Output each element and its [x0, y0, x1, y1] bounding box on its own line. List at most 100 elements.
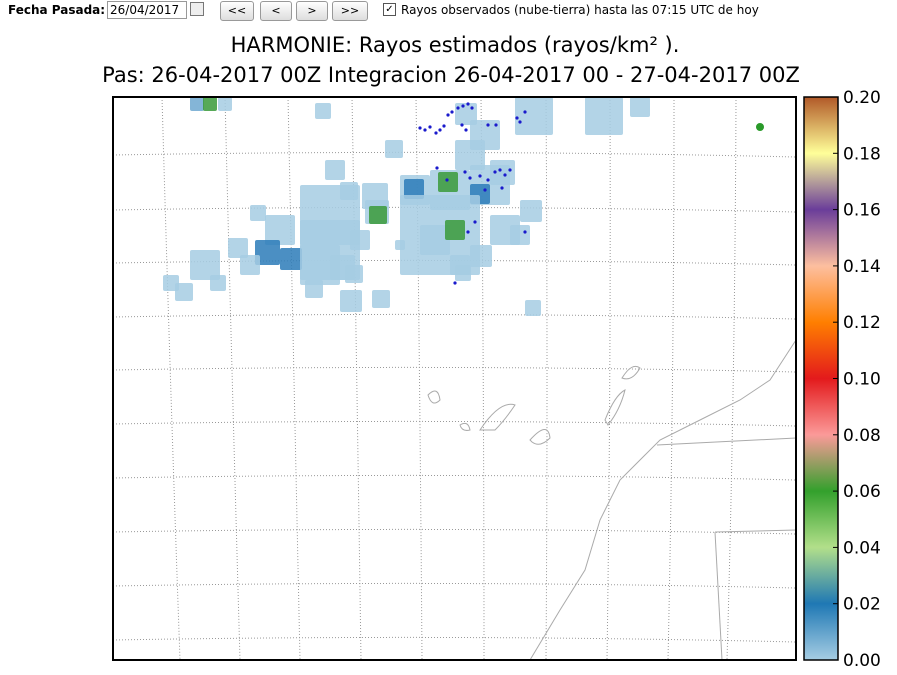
- map-grid-line: [224, 96, 241, 661]
- colorbar-tick-label: 0.16: [843, 201, 881, 221]
- map-grid-line: [545, 96, 548, 661]
- nav-button[interactable]: <: [260, 1, 292, 21]
- map-grid: [112, 96, 797, 661]
- map-grid-line: [112, 636, 797, 643]
- observed-strike: [508, 168, 512, 172]
- observed-strike: [500, 186, 504, 190]
- ray-cell: [340, 290, 362, 312]
- observed-strike: [473, 220, 477, 224]
- observed-strikes: [418, 102, 527, 285]
- date-input[interactable]: 26/04/2017: [107, 1, 187, 19]
- date-label: Fecha Pasada:: [8, 3, 106, 17]
- ray-cells: [163, 97, 650, 316]
- observed-strike: [461, 104, 465, 108]
- observed-strike: [486, 178, 490, 182]
- ray-cell: [203, 97, 217, 111]
- map-grid-line: [112, 151, 797, 158]
- map-grid-line: [606, 96, 611, 661]
- ray-cell: [228, 238, 248, 258]
- ray-cell: [420, 225, 450, 255]
- observed-strike: [756, 123, 764, 131]
- colorbar-tick-label: 0.02: [843, 595, 881, 615]
- observed-strike: [453, 281, 457, 285]
- map-grid-line: [287, 96, 301, 661]
- coastlines: [427, 339, 797, 661]
- observed-strike: [423, 128, 427, 132]
- map-grid-line: [667, 96, 675, 661]
- ray-cell: [372, 290, 390, 308]
- colorbar-tick-label: 0.08: [843, 426, 881, 446]
- observed-strike: [523, 230, 527, 234]
- observed-strike: [523, 110, 527, 114]
- observed-strike: [494, 123, 498, 127]
- ray-cell: [525, 300, 541, 316]
- ray-cell: [255, 240, 280, 265]
- ray-cell: [490, 160, 515, 185]
- ray-cell: [630, 97, 650, 117]
- map-grid-line: [351, 96, 362, 661]
- observed-strike: [466, 230, 470, 234]
- colorbar-ticks: 0.00 0.02 0.04 0.06 0.08 0.10 0.12 0.14 0.16 0.18…: [833, 88, 881, 671]
- colorbar: [803, 96, 839, 661]
- checkbox[interactable]: ✓: [383, 3, 396, 16]
- ray-cell: [305, 280, 323, 298]
- ray-cell: [175, 283, 193, 301]
- colorbar-tick-label: 0.12: [843, 313, 881, 333]
- observed-strike: [456, 106, 460, 110]
- ray-cell: [280, 248, 302, 270]
- map-figure: HARMONIE: Rayos estimados (rayos/km² ). …: [102, 33, 881, 671]
- ray-cell: [250, 205, 266, 221]
- observed-strike: [483, 188, 487, 192]
- ray-cell: [395, 240, 405, 250]
- observed-strike: [463, 170, 467, 174]
- observed-strike: [518, 120, 522, 124]
- observed-strike: [493, 170, 497, 174]
- ray-cell: [455, 140, 485, 170]
- nav-button[interactable]: <<: [220, 1, 254, 21]
- map-subtitle: Pas: 26-04-2017 00Z Integracion 26-04-20…: [102, 63, 800, 87]
- ray-cell: [340, 182, 358, 200]
- colorbar-tick-label: 0.14: [843, 257, 881, 277]
- observed-strike: [466, 102, 470, 106]
- toolbar: Fecha Pasada: 26/04/2017 << < > >> ✓ Ray…: [0, 0, 897, 22]
- colorbar-tick-label: 0.06: [843, 482, 881, 502]
- colorbar-tick-label: 0.04: [843, 538, 881, 558]
- ray-cell: [470, 245, 492, 267]
- map-grid-line: [112, 582, 797, 589]
- observed-strike: [470, 106, 474, 110]
- ray-cell: [315, 103, 331, 119]
- observed-strike: [435, 166, 439, 170]
- ray-cell: [218, 97, 232, 111]
- map-grid-line: [112, 474, 797, 481]
- ray-cell: [585, 97, 623, 135]
- ray-cell: [445, 220, 465, 240]
- observed-strike: [468, 176, 472, 180]
- observed-strike: [442, 124, 446, 128]
- ray-cell: [325, 160, 345, 180]
- map-frame: [112, 96, 797, 661]
- ray-cell: [404, 179, 424, 199]
- map-grid-line: [112, 313, 797, 320]
- observed-strike: [498, 168, 502, 172]
- ray-cell: [265, 215, 295, 245]
- observed-strike: [460, 123, 464, 127]
- ray-cell: [190, 250, 220, 280]
- nav-button[interactable]: >>: [332, 1, 368, 21]
- ray-cell: [350, 230, 370, 250]
- observed-strike: [445, 178, 449, 182]
- calendar-button[interactable]: [190, 2, 204, 16]
- observed-strike: [450, 110, 454, 114]
- ray-cell: [515, 97, 553, 135]
- colorbar-tick-label: 0.10: [843, 370, 881, 390]
- observed-strike: [418, 126, 422, 130]
- map-grid-line: [112, 366, 797, 373]
- observed-strike: [486, 123, 490, 127]
- observed-strike: [515, 116, 519, 120]
- ray-cell: [385, 140, 403, 158]
- ray-cell: [369, 206, 387, 224]
- checkbox-label: Rayos observados (nube-tierra) hasta las…: [401, 3, 759, 17]
- colorbar-tick-label: 0.18: [843, 144, 881, 164]
- observed-strike: [428, 125, 432, 129]
- nav-button[interactable]: >: [296, 1, 328, 21]
